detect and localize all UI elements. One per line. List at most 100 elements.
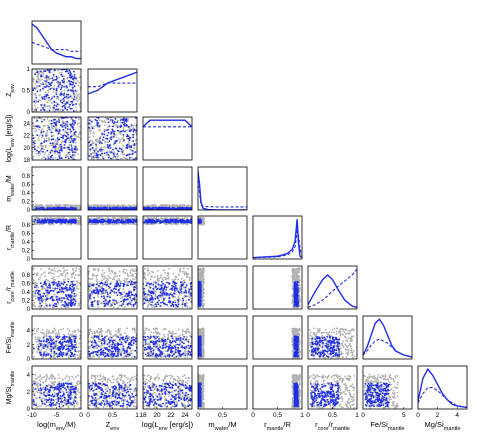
prior-sample-point (73, 153, 76, 156)
posterior-sample-point (63, 92, 66, 95)
posterior-sample-point (63, 124, 66, 127)
posterior-sample-point (61, 297, 63, 299)
prior-sample-point (32, 127, 34, 130)
posterior-sample-point (185, 206, 188, 209)
posterior-sample-point (35, 284, 38, 287)
prior-sample-point (175, 223, 177, 226)
posterior-sample-point (42, 107, 44, 109)
prior-sample-point (52, 91, 55, 94)
prior-sample-point (115, 134, 118, 136)
prior-sample-point (65, 301, 68, 304)
posterior-sample-point (67, 303, 70, 306)
posterior-sample-point (127, 220, 130, 222)
posterior-sample-point (50, 97, 53, 100)
prior-sample-point (117, 119, 119, 122)
posterior-sample-point (113, 154, 115, 156)
prior-sample-point (58, 146, 61, 149)
posterior-sample-point (60, 219, 63, 222)
posterior-sample-point (36, 90, 39, 93)
prior-sample-point (122, 144, 124, 147)
prior-sample-point (39, 90, 42, 93)
posterior-sample-point (50, 149, 53, 152)
prior-sample-point (92, 204, 95, 207)
posterior-sample-point (68, 148, 71, 151)
posterior-sample-point (73, 304, 76, 306)
posterior-sample-point (56, 207, 59, 210)
prior-sample-point (46, 118, 49, 120)
panel-frame (197, 215, 248, 260)
posterior-sample-point (177, 221, 180, 224)
posterior-sample-point (61, 105, 64, 108)
posterior-sample-point (73, 96, 76, 98)
prior-sample-point (75, 269, 77, 272)
posterior-sample-point (47, 286, 49, 289)
prior-sample-point (32, 77, 35, 80)
posterior-sample-point (67, 89, 70, 92)
posterior-sample-point (72, 219, 75, 222)
panel-5-0: 00.20.40.60.8 (22, 265, 82, 313)
posterior-sample-point (169, 221, 172, 224)
posterior-sample-point (37, 152, 40, 154)
posterior-sample-point (62, 291, 65, 293)
posterior-sample-point (123, 123, 126, 125)
posterior-sample-point (67, 72, 70, 75)
prior-sample-point (163, 217, 166, 219)
posterior-sample-point (60, 147, 63, 150)
panel-frame (87, 166, 138, 211)
posterior-sample-point (71, 104, 74, 106)
posterior-sample-point (73, 207, 76, 210)
prior-sample-point (41, 128, 43, 131)
prior-sample-point (90, 204, 93, 207)
prior-sample-point (40, 274, 43, 276)
posterior-sample-point (36, 134, 39, 137)
posterior-sample-point (119, 119, 122, 121)
prior-sample-point (61, 147, 64, 150)
posterior-sample-point (61, 79, 64, 82)
posterior-sample-point (153, 220, 156, 222)
posterior-sample-point (64, 140, 66, 143)
panel-frame (31, 166, 82, 211)
prior-sample-point (124, 157, 127, 160)
prior-sample-point (66, 272, 69, 275)
prior-sample-point (58, 98, 60, 100)
posterior-sample-point (67, 151, 70, 154)
posterior-sample-point (73, 137, 75, 140)
posterior-sample-point (65, 303, 68, 305)
prior-sample-point (55, 217, 58, 220)
posterior-sample-point (117, 219, 120, 222)
prior-sample-point (96, 274, 99, 277)
posterior-sample-point (130, 208, 133, 210)
y-tick-label: 24 (23, 121, 30, 127)
posterior-sample-point (190, 207, 192, 209)
posterior-sample-point (42, 150, 44, 153)
prior-sample-point (64, 125, 67, 127)
prior-sample-point (98, 153, 100, 156)
posterior-sample-point (166, 218, 169, 221)
prior-sample-point (62, 120, 64, 123)
prior-sample-point (89, 278, 92, 280)
posterior-sample-point (116, 126, 119, 128)
posterior-sample-point (45, 135, 47, 137)
posterior-sample-point (59, 124, 62, 126)
prior-sample-point (99, 135, 102, 138)
prior-sample-point (134, 139, 137, 141)
posterior-sample-point (44, 158, 47, 160)
posterior-sample-point (38, 150, 40, 153)
posterior-sample-point (47, 76, 49, 79)
posterior-sample-point (162, 220, 165, 223)
posterior-sample-point (108, 145, 111, 148)
posterior-sample-point (61, 300, 63, 302)
posterior-sample-point (44, 280, 46, 283)
prior-sample-point (50, 124, 53, 127)
prior-sample-point (90, 217, 93, 220)
prior-sample-point (132, 126, 135, 128)
prior-sample-point (46, 134, 49, 137)
prior-sample-point (73, 280, 75, 282)
prior-sample-point (98, 129, 101, 131)
prior-sample-point (126, 282, 129, 284)
posterior-sample-point (44, 80, 46, 82)
posterior-sample-point (57, 282, 60, 285)
posterior-sample-point (61, 84, 63, 87)
posterior-sample-point (110, 136, 112, 139)
posterior-sample-point (88, 119, 91, 121)
